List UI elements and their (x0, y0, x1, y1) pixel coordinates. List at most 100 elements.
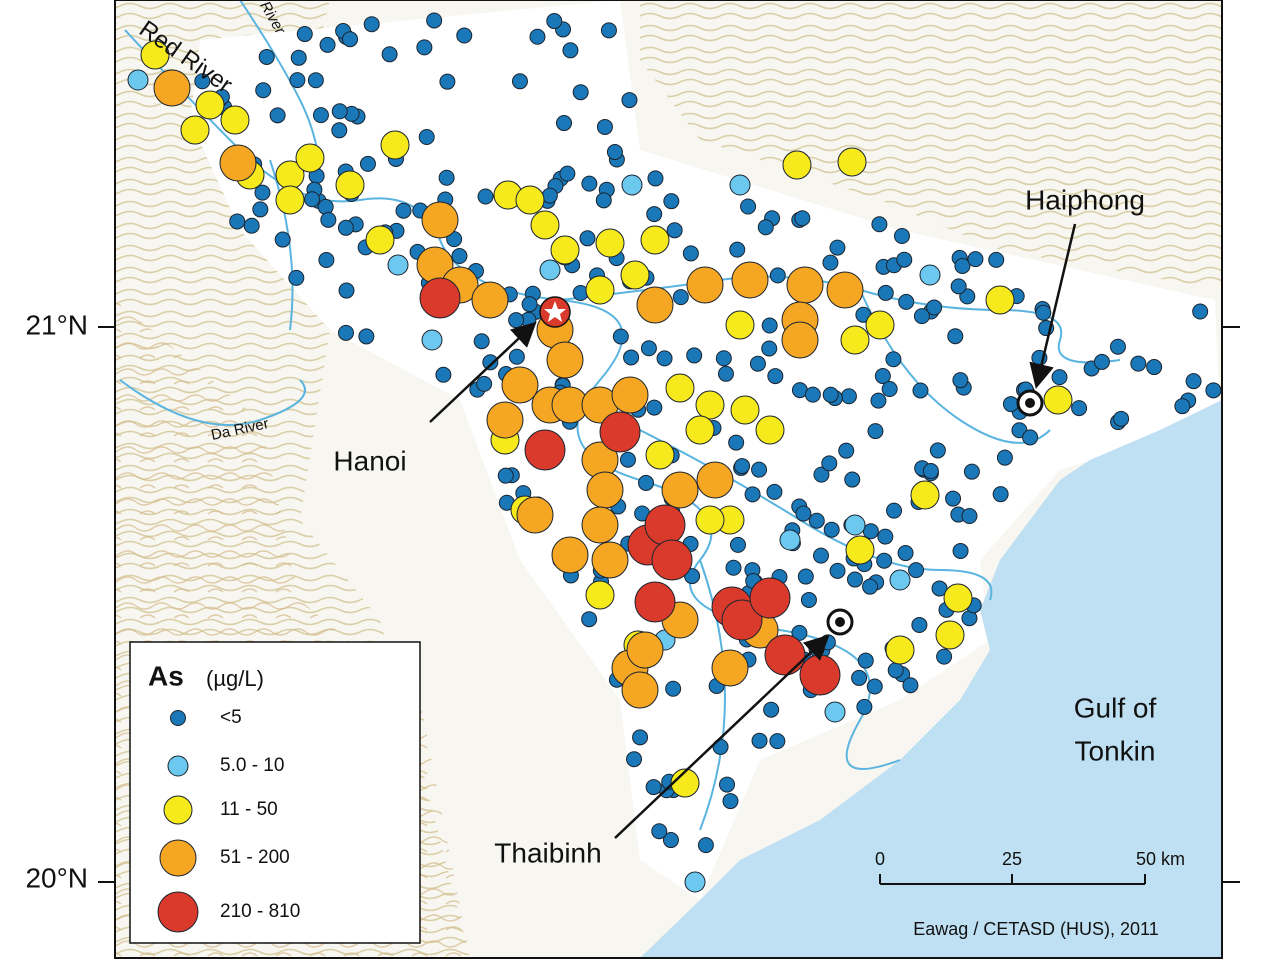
sample-point (729, 174, 751, 196)
sample-point (295, 143, 325, 173)
sample-point (516, 496, 554, 534)
sample-point (634, 581, 676, 623)
sample-point (651, 539, 693, 581)
sea-label: Gulf of (1074, 692, 1157, 723)
latitude-label: 21°N (25, 309, 88, 340)
sample-point (521, 296, 538, 313)
sample-point (919, 264, 941, 286)
sample-point (194, 73, 211, 90)
sample-point (730, 395, 760, 425)
sample-point (665, 680, 682, 697)
sample-point (229, 213, 246, 230)
sample-point (740, 198, 757, 215)
sample-point (725, 310, 755, 340)
legend-label: 11 - 50 (220, 799, 278, 820)
sample-point (717, 365, 734, 382)
sample-point (318, 251, 335, 268)
sample-point (1185, 373, 1202, 390)
sample-point (127, 69, 149, 91)
sample-point (395, 202, 412, 219)
sample-point (821, 455, 838, 472)
sample-point (595, 192, 612, 209)
sample-point (219, 144, 257, 182)
sample-point (585, 275, 615, 305)
sample-point (320, 211, 337, 228)
sample-point (486, 401, 524, 439)
sample-point (865, 310, 895, 340)
sample-point (556, 115, 573, 132)
sample-point (988, 251, 1005, 268)
sample-point (541, 187, 558, 204)
sample-point (685, 415, 715, 445)
sample-point (319, 36, 336, 53)
sample-point (342, 31, 359, 48)
sample-point (786, 266, 824, 304)
sample-point (626, 631, 664, 669)
sample-point (943, 583, 973, 613)
sample-point (572, 84, 589, 101)
sample-point (728, 434, 745, 451)
sample-point (761, 340, 778, 357)
sample-point (889, 569, 911, 591)
sample-point (581, 506, 619, 544)
sample-point (646, 206, 663, 223)
sample-point (731, 261, 769, 299)
sample-point (645, 440, 675, 470)
sample-point (612, 328, 629, 345)
sample-point (808, 512, 825, 529)
scale-label: 50 km (1136, 849, 1185, 869)
sample-point (764, 634, 806, 676)
sample-point (254, 184, 271, 201)
sample-point (910, 480, 940, 510)
sample-point (697, 837, 714, 854)
sample-point (672, 289, 689, 306)
sample-point (867, 423, 884, 440)
sample-point (800, 591, 817, 608)
sample-point (600, 22, 617, 39)
sample-point (1043, 385, 1073, 415)
sample-point (482, 354, 499, 371)
sample-point (682, 245, 699, 262)
sample-point (936, 648, 953, 665)
sample-point (911, 616, 928, 633)
sample-point (546, 341, 584, 379)
sample-point (897, 545, 914, 562)
legend-unit: (µg/L) (206, 666, 264, 691)
sample-point (913, 308, 930, 325)
sample-point (1002, 396, 1019, 413)
sample-point (363, 16, 380, 33)
sample-point (661, 471, 699, 509)
sample-point (501, 366, 539, 404)
sample-point (935, 620, 965, 650)
sample-point (620, 260, 650, 290)
sample-point (985, 285, 1015, 315)
sample-point (896, 251, 913, 268)
sample-point (866, 678, 883, 695)
sample-point (530, 210, 560, 240)
sample-point (508, 312, 525, 329)
sample-point (812, 547, 829, 564)
sample-point (862, 578, 879, 595)
sample-point (418, 129, 435, 146)
sample-point (829, 562, 846, 579)
sample-point (769, 267, 786, 284)
sample-point (799, 654, 841, 696)
sample-point (1146, 359, 1163, 376)
sample-point (715, 350, 732, 367)
sample-point (529, 28, 546, 45)
sample-point (767, 368, 784, 385)
sample-point (289, 72, 306, 89)
city-label: Hanoi (333, 445, 406, 476)
sample-point (1022, 429, 1039, 446)
sample-point (524, 429, 566, 471)
sample-point (719, 776, 736, 793)
sample-point (876, 552, 893, 569)
sample-point (456, 27, 473, 44)
sample-point (686, 266, 724, 304)
sample-point (813, 466, 830, 483)
legend-swatch (170, 710, 186, 726)
sample-point (874, 368, 891, 385)
sample-point (695, 390, 725, 420)
sample-point (1130, 355, 1147, 372)
sample-point (290, 49, 307, 66)
